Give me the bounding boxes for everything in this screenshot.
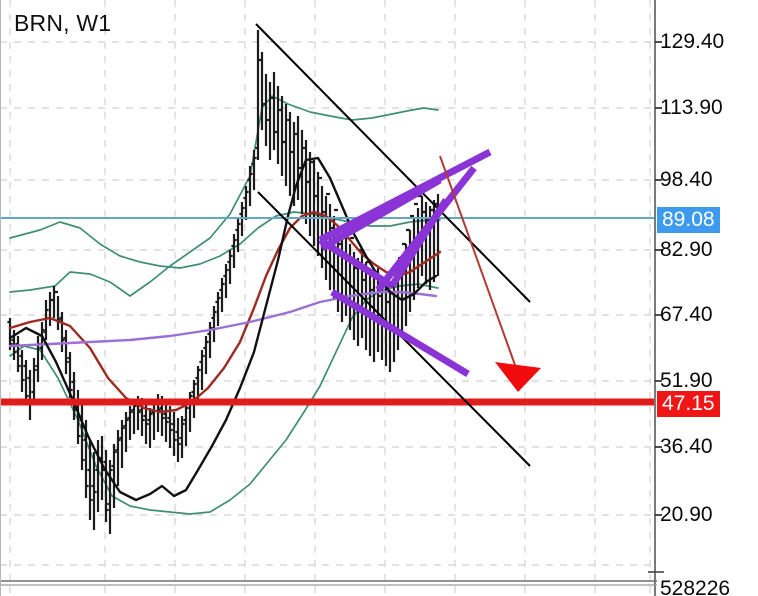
ma-purple-long: [8, 290, 438, 348]
price-bar: [131, 400, 137, 434]
rising-wedge-lower[interactable]: [320, 176, 442, 252]
price-bar: [211, 306, 217, 342]
price-bar: [39, 322, 45, 360]
price-axis-label-51-90[interactable]: 51.90: [660, 369, 713, 392]
price-bar: [59, 312, 65, 352]
price-bar: [115, 430, 121, 486]
price-bar: [55, 290, 61, 330]
price-bar: [119, 420, 125, 468]
price-bar: [107, 460, 113, 534]
price-axis-label-129-40[interactable]: 129.40: [660, 30, 725, 53]
price-bar: [91, 452, 97, 530]
price-bar: [199, 350, 205, 390]
price-bar: [207, 322, 213, 358]
price-bar: [7, 318, 13, 350]
price-bar: [163, 402, 169, 442]
moving-average-lines: [8, 156, 442, 502]
price-bar: [127, 406, 133, 440]
wedge-bottom-leg[interactable]: [330, 289, 470, 377]
support-price-badge[interactable]: 47.15: [657, 391, 720, 417]
chart-frame: [0, 0, 657, 596]
ma-black-fast: [8, 156, 438, 502]
price-bar: [175, 418, 181, 462]
projection-line[interactable]: [439, 155, 516, 366]
price-bar: [147, 408, 153, 448]
v-bottom-right-leg[interactable]: [389, 198, 449, 288]
price-axis-label-98-40[interactable]: 98.40: [660, 168, 713, 191]
price-axis-label-82-90[interactable]: 82.90: [660, 238, 713, 261]
price-axis-label-20-90[interactable]: 20.90: [660, 503, 713, 526]
price-bar: [143, 404, 149, 444]
price-bar: [235, 218, 241, 252]
symbol-title: BRN, W1: [14, 10, 112, 36]
price-bar: [251, 150, 257, 190]
price-axis-label-36-40[interactable]: 36.40: [660, 435, 713, 458]
ma-dark-red: [8, 210, 442, 414]
price-axis-label-67-40[interactable]: 67.40: [660, 303, 713, 326]
descending-channel-upper[interactable]: [255, 23, 531, 303]
sub-pane-value-label: 528226: [660, 577, 731, 596]
price-bar: [183, 404, 189, 446]
price-bar: [227, 250, 233, 284]
price-bar: [215, 292, 221, 326]
bollinger-upper-band: [9, 95, 439, 297]
projection-arrow-head[interactable]: [495, 362, 541, 392]
bollinger-middle-long: [9, 211, 441, 269]
price-bar: [167, 406, 173, 448]
current-price-badge[interactable]: 89.08: [657, 207, 720, 233]
price-bar: [123, 412, 129, 452]
price-bar: [247, 166, 253, 206]
price-bar: [111, 444, 117, 508]
price-bar: [23, 360, 29, 404]
price-bar: [231, 234, 237, 268]
price-bar: [15, 336, 21, 372]
v-bottom-left-leg[interactable]: [318, 237, 394, 289]
drawn-trendlines[interactable]: [255, 23, 531, 467]
price-bar: [223, 264, 229, 298]
price-bar: [243, 186, 249, 220]
price-bar: [219, 278, 225, 312]
gridlines: [0, 0, 655, 596]
price-bar: [103, 450, 109, 522]
projection-arrow[interactable]: [439, 155, 541, 392]
horizontal-level-lines: [0, 217, 655, 406]
rising-wedge-support[interactable]: [318, 148, 492, 244]
price-bar: [31, 358, 37, 400]
price-bar: [179, 416, 185, 458]
price-axis-label-113-90[interactable]: 113.90: [660, 96, 723, 119]
price-bar: [203, 336, 209, 374]
price-bar: [67, 352, 73, 398]
price-bar: [171, 412, 177, 456]
price-bar: [87, 440, 93, 520]
price-bar: [19, 350, 25, 392]
price-bar: [63, 330, 69, 374]
axis-ticks: [648, 41, 664, 573]
